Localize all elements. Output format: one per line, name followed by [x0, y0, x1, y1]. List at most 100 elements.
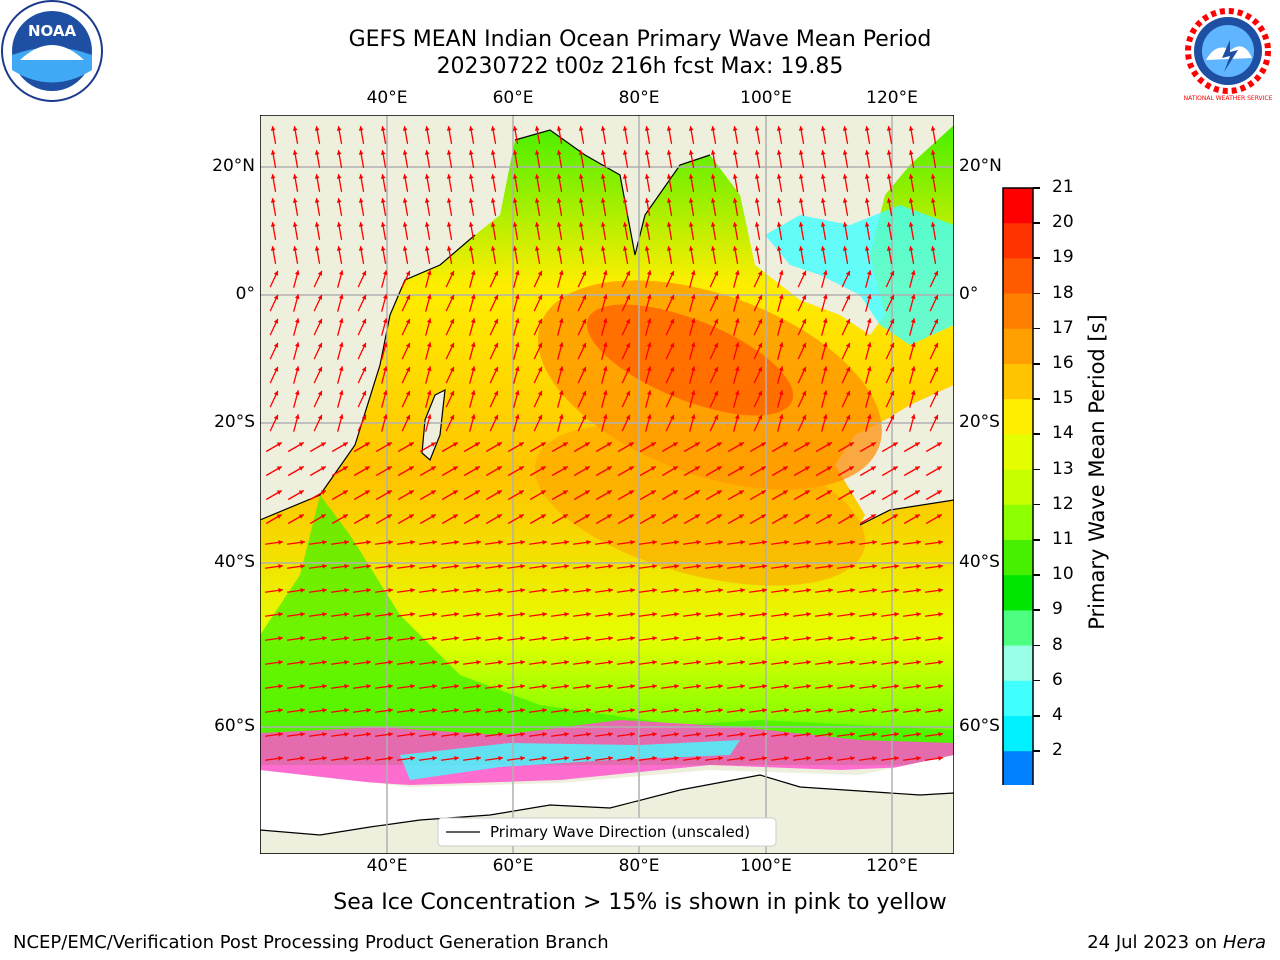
wave-arrow-head: [889, 366, 895, 372]
wave-arrow-head: [710, 174, 716, 179]
wave-arrow-head: [540, 490, 546, 495]
wave-arrow-head: [782, 466, 788, 471]
wave-arrow-head: [762, 707, 767, 713]
wave-arrow-head: [801, 390, 807, 396]
wave-arrow-head: [366, 563, 371, 569]
wave-arrow-head: [938, 755, 943, 761]
wave-arrow-head: [366, 539, 371, 545]
wave-arrow-head: [382, 366, 388, 372]
wave-arrow-head: [894, 635, 899, 641]
wave-arrow-head: [542, 731, 547, 737]
colorbar-tick-label: 13: [1052, 458, 1074, 479]
wave-arrow-head: [514, 318, 520, 324]
wave-arrow-head: [382, 414, 388, 420]
wave-arrow-head: [666, 246, 672, 251]
wave-arrow-head: [512, 222, 518, 227]
wave-arrow-head: [518, 466, 524, 471]
wave-arrow-head: [801, 366, 807, 372]
wave-arrow-head: [292, 174, 298, 179]
wave-arrow-head: [446, 126, 452, 131]
wave-arrow-head: [910, 318, 916, 324]
wave-arrow-head: [889, 414, 895, 420]
colorbar-tick-mark: [1033, 468, 1040, 471]
wave-arrow-head: [850, 659, 855, 665]
wave-arrow-head: [278, 707, 283, 713]
wave-arrow-head: [454, 755, 459, 761]
wave-arrow-head: [762, 683, 767, 689]
wave-arrow-head: [806, 731, 811, 737]
wave-arrow-head: [822, 390, 828, 396]
wave-arrow-head: [630, 755, 635, 761]
wave-arrow-head: [449, 390, 455, 396]
wave-arrow-head: [361, 366, 367, 372]
wave-arrow-head: [740, 707, 745, 713]
wave-arrow-head: [696, 563, 701, 569]
wave-arrow-head: [454, 611, 459, 617]
wave-arrow-head: [625, 414, 631, 420]
wave-arrow-head: [872, 731, 877, 737]
wave-arrow-head: [716, 514, 722, 519]
wave-arrow-head: [850, 707, 855, 713]
colorbar-segment: [1003, 645, 1033, 682]
wave-arrow-head: [361, 390, 367, 396]
wave-arrow-head: [760, 490, 766, 495]
wave-arrow-head: [674, 683, 679, 689]
wave-arrow-head: [382, 342, 388, 348]
wave-arrow-head: [410, 635, 415, 641]
wave-arrow-head: [518, 490, 524, 495]
wave-arrow-head: [581, 390, 587, 396]
colorbar-tick-mark: [1033, 574, 1040, 576]
wave-arrow-head: [537, 414, 543, 420]
wave-arrow-head: [454, 731, 459, 737]
wave-arrow-head: [622, 174, 628, 179]
wave-arrow-head: [734, 366, 740, 372]
wave-arrow-head: [866, 270, 872, 276]
wave-arrow-head: [558, 294, 564, 300]
wave-arrow-head: [776, 222, 782, 227]
wave-arrow-head: [938, 587, 943, 593]
wave-arrow-head: [806, 683, 811, 689]
wave-arrow-head: [914, 466, 920, 471]
wave-arrow-head: [564, 683, 569, 689]
wave-arrow-head: [556, 150, 562, 155]
wave-arrow-head: [690, 414, 696, 420]
lon-label-top: 40°E: [366, 88, 408, 108]
wave-arrow-head: [754, 198, 760, 203]
wave-arrow-head: [910, 270, 916, 276]
wave-arrow-head: [845, 414, 851, 420]
wave-arrow-head: [317, 318, 323, 324]
wave-arrow-head: [762, 539, 767, 545]
wave-arrow-head: [866, 342, 872, 348]
wave-arrow-head: [622, 198, 628, 203]
wave-arrow-head: [826, 442, 832, 447]
wave-arrow-head: [454, 683, 459, 689]
wave-arrow-head: [276, 466, 282, 471]
wave-arrow-head: [364, 514, 370, 519]
wave-arrow-head: [798, 150, 804, 155]
wave-arrow-head: [322, 539, 327, 545]
wave-arrow-head: [402, 126, 408, 131]
wave-arrow-head: [734, 414, 740, 420]
wave-arrow-head: [273, 294, 279, 300]
wave-arrow-head: [713, 390, 719, 396]
wave-arrow-head: [608, 611, 613, 617]
wave-direction-arrows: [264, 126, 944, 761]
wave-arrow-head: [322, 587, 327, 593]
wave-arrow-head: [718, 731, 723, 737]
wave-arrow-head: [426, 270, 432, 276]
wave-arrow-head: [630, 707, 635, 713]
wave-arrow-head: [542, 635, 547, 641]
wave-arrow-head: [520, 755, 525, 761]
nws-logo: NATIONAL WEATHER SERVICE: [1180, 3, 1276, 102]
lon-label-top: 80°E: [618, 88, 660, 108]
wave-arrow-head: [518, 514, 524, 519]
wave-arrow-head: [454, 707, 459, 713]
wave-arrow-head: [732, 126, 738, 131]
wave-arrow-head: [782, 514, 788, 519]
wave-arrow-head: [762, 731, 767, 737]
wave-arrow-head: [762, 659, 767, 665]
wave-arrow-head: [628, 442, 634, 447]
wave-arrow-head: [298, 490, 304, 495]
wave-arrow-head: [688, 198, 694, 203]
wave-arrow-head: [476, 683, 481, 689]
